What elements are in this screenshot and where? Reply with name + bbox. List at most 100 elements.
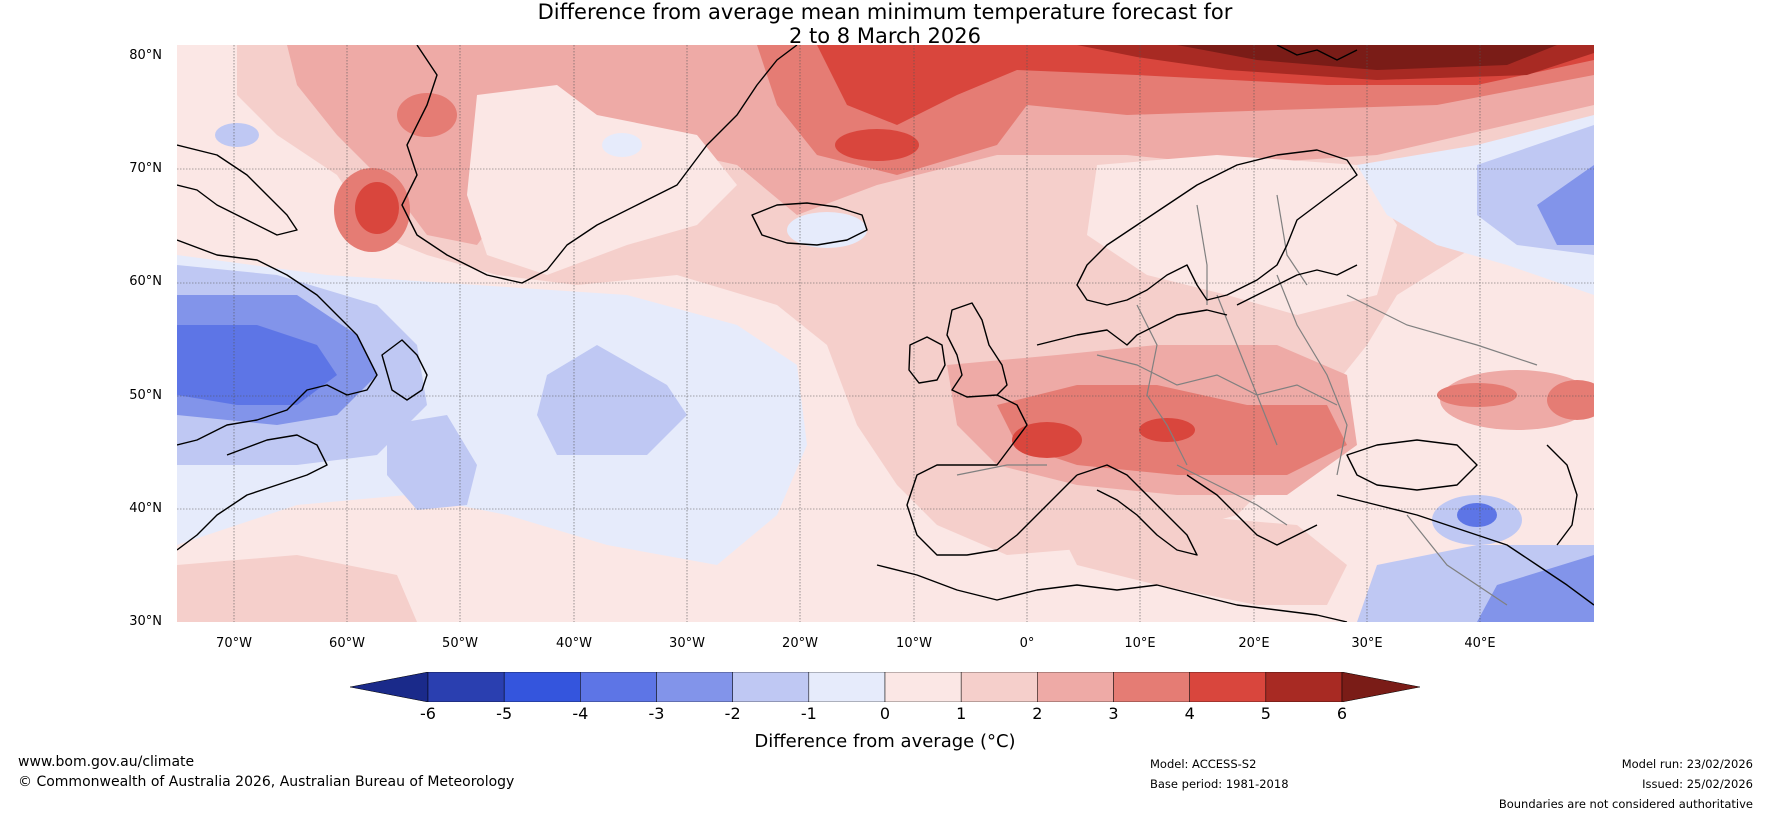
- colorbar-cell: [503, 672, 581, 702]
- colorbar-cell: [1265, 672, 1343, 702]
- colorbar-arrow-high: [1341, 672, 1420, 702]
- anomaly-region-scandinavia-0-1: [1087, 155, 1397, 315]
- coast-labrador: [177, 239, 378, 446]
- lon-label-60w: 60°W: [329, 636, 365, 651]
- coast-europe-west: [1036, 309, 1228, 346]
- anomaly-hotspot-austria: [1139, 418, 1195, 442]
- colorbar-cell: [1113, 672, 1190, 702]
- anomaly-region-greenland-interior: [467, 85, 737, 275]
- anomaly-hotspot-east-edge: [1547, 380, 1594, 420]
- colorbar-cell: [1037, 672, 1114, 702]
- coast-iceland: [751, 202, 868, 246]
- border-middle-east: [1406, 514, 1508, 606]
- colorbar-tick-label: -5: [496, 704, 513, 723]
- coastlines: [177, 45, 1594, 622]
- anomaly-hotspot-alps: [1012, 422, 1082, 458]
- anomaly-cool-spot-iceland: [787, 212, 867, 248]
- lat-label-70n: 70°N: [129, 161, 162, 176]
- anomaly-region-atlantic-cool-4: [537, 345, 687, 455]
- lon-label-50w: 50°W: [442, 636, 478, 651]
- coast-italy: [1076, 464, 1198, 556]
- colorbar-cell: [580, 672, 657, 702]
- border-russia-south: [1346, 294, 1538, 366]
- footer-issued: Issued: 25/02/2026: [1642, 777, 1753, 791]
- footer-boundaries-note: Boundaries are not considered authoritat…: [1498, 797, 1753, 811]
- border-balkans: [1176, 464, 1288, 526]
- lon-label-10w: 10°W: [896, 636, 932, 651]
- colorbar-tick-label: -6: [420, 704, 436, 723]
- colorbar-cell: [732, 672, 810, 702]
- anomaly-region-atlantic-cool-6: [177, 325, 337, 405]
- lon-label-30w: 30°W: [669, 636, 705, 651]
- anomaly-hotspot-greenland-west: [397, 93, 457, 137]
- colorbar-tick-label: -4: [572, 704, 589, 723]
- lon-label-70w: 70°W: [216, 636, 252, 651]
- lat-label-40n: 40°N: [129, 501, 162, 516]
- lon-label-40w: 40°W: [556, 636, 592, 651]
- coast-france-iberia: [906, 394, 1078, 556]
- colorbar-cell: [656, 672, 733, 702]
- coast-turkey: [1336, 494, 1594, 606]
- lat-label-60n: 60°N: [129, 274, 162, 289]
- colorbar-tick-label: 1: [956, 704, 967, 723]
- colorbar-tick-label: -1: [800, 704, 817, 723]
- anomaly-region-russia-cool-3: [1537, 165, 1594, 245]
- footer-model-run: Model run: 23/02/2026: [1621, 757, 1753, 771]
- coast-baltic: [1236, 264, 1358, 306]
- forecast-map: [177, 45, 1594, 622]
- colorbar-tick-label: -2: [724, 704, 741, 723]
- lat-label-50n: 50°N: [129, 388, 162, 403]
- lon-label-10e: 10°E: [1124, 636, 1156, 651]
- footer-website: www.bom.gov.au/climate: [18, 754, 195, 770]
- lon-label-20w: 20°W: [782, 636, 818, 651]
- border-poland: [1216, 294, 1278, 446]
- anomaly-region-atlantic-cool-3: [387, 415, 477, 510]
- coast-ireland: [908, 336, 946, 384]
- colorbar-cell: [960, 672, 1038, 702]
- lon-label-0: 0°: [1019, 636, 1035, 651]
- colorbar: [350, 672, 1420, 702]
- map-title: Difference from average mean minimum tem…: [0, 0, 1770, 48]
- colorbar-tick-label: 5: [1260, 704, 1271, 723]
- coast-nova-scotia: [177, 434, 328, 551]
- colorbar-cell: [427, 672, 505, 702]
- lon-label-20e: 20°E: [1238, 636, 1270, 651]
- country-borders: [956, 194, 1538, 606]
- anomaly-cool-spot-turkey-inner: [1457, 503, 1497, 527]
- anomaly-region-south-atlantic-1-2: [177, 555, 417, 622]
- coast-balkans: [1186, 474, 1318, 546]
- colorbar-tick-label: 0: [879, 704, 891, 723]
- border-belarus-ukraine: [1276, 274, 1348, 476]
- lat-label-30n: 30°N: [129, 614, 162, 629]
- lon-label-40e: 40°E: [1464, 636, 1496, 651]
- coast-baffin: [177, 144, 298, 236]
- footer-model: Model: ACCESS-S2: [1150, 757, 1257, 771]
- colorbar-cell: [884, 672, 962, 702]
- anomaly-hotspot-davis-inner: [355, 182, 399, 234]
- lat-label-80n: 80°N: [129, 48, 162, 63]
- colorbar-cell: [808, 672, 886, 702]
- colorbar-arrow-low: [350, 672, 429, 702]
- colorbar-tick-label: 6: [1336, 704, 1348, 723]
- colorbar-tick-label: 3: [1108, 704, 1119, 723]
- title-line-2: 2 to 8 March 2026: [789, 24, 981, 48]
- anomaly-map-svg: [177, 45, 1594, 622]
- coast-newfoundland: [381, 339, 428, 401]
- anomaly-hotspot-70n-north: [835, 129, 919, 161]
- colorbar-tick-label: 4: [1184, 704, 1195, 723]
- anomaly-cool-spot-greenland: [602, 133, 642, 157]
- anomaly-cool-spot-south-greenland: [215, 123, 259, 147]
- border-sweden-norway: [1196, 204, 1208, 305]
- title-line-1: Difference from average mean minimum tem…: [537, 0, 1233, 24]
- coast-black-sea: [1346, 439, 1478, 491]
- border-finland: [1276, 194, 1308, 286]
- border-germany: [1136, 304, 1188, 466]
- coast-caspian: [1546, 444, 1578, 546]
- coast-svalbard: [1276, 45, 1358, 61]
- colorbar-cell: [1189, 672, 1267, 702]
- colorbar-tick-label: 2: [1032, 704, 1043, 723]
- coast-north-africa: [876, 564, 1348, 622]
- anomaly-hotspot-east-inner: [1437, 383, 1517, 407]
- footer-copyright: © Commonwealth of Australia 2026, Austra…: [18, 774, 515, 790]
- coast-scandinavia: [1076, 149, 1358, 306]
